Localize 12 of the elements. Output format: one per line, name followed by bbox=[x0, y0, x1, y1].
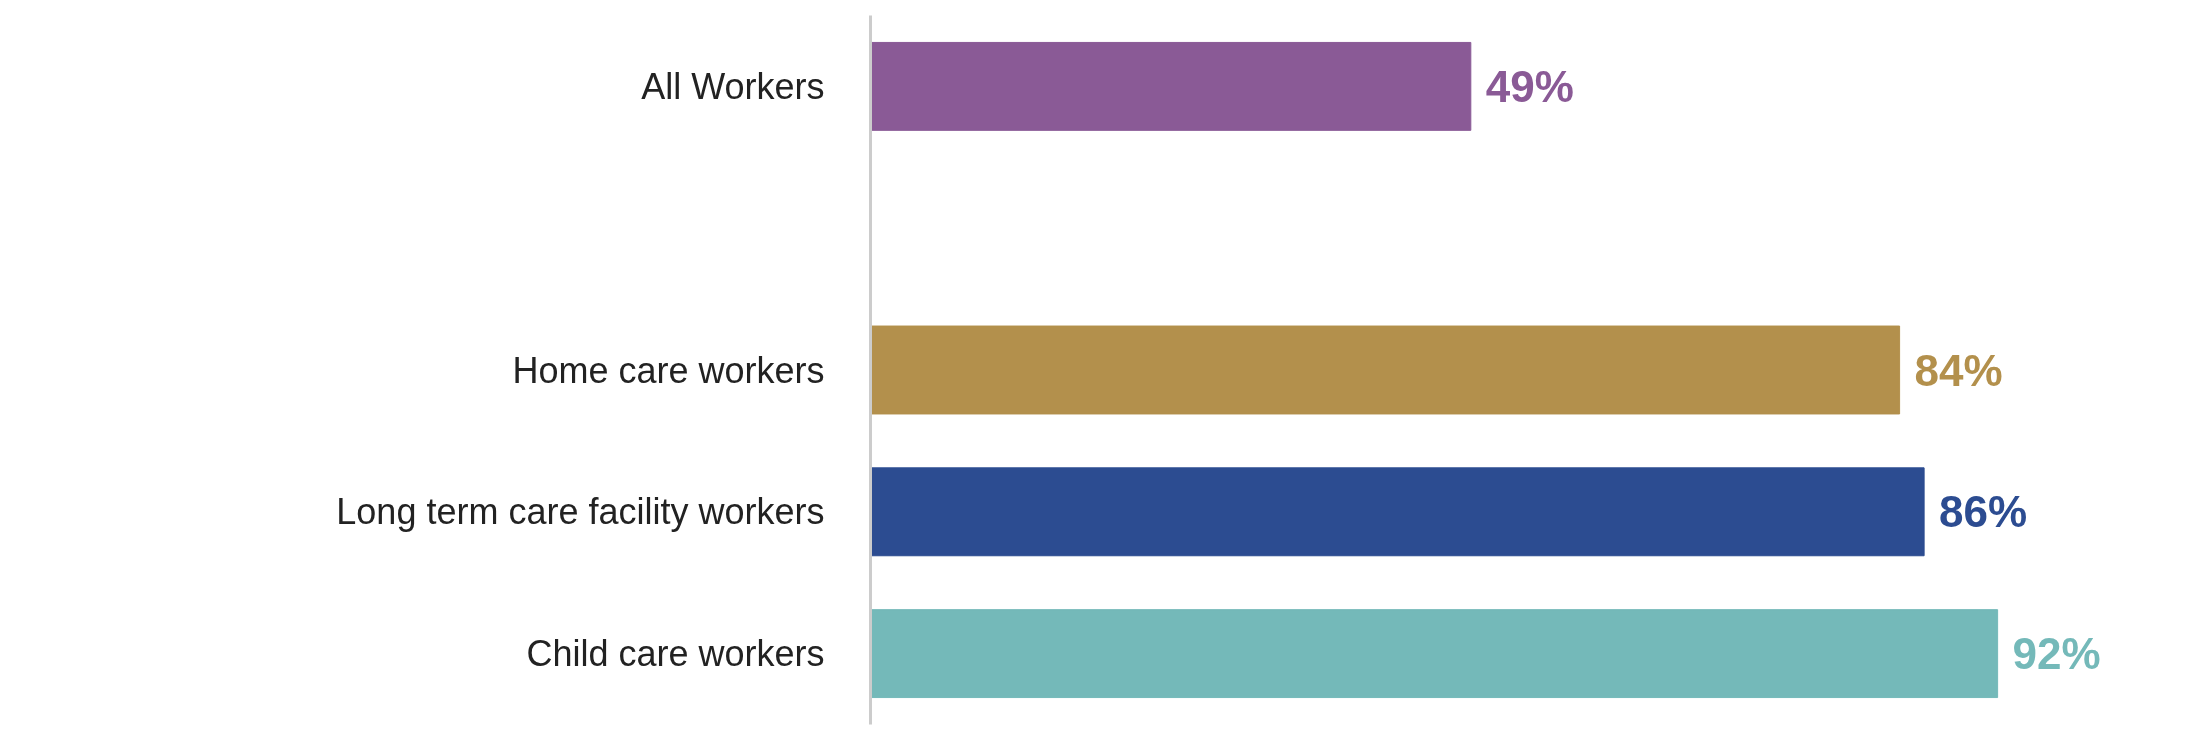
data-label: 84% bbox=[1914, 345, 2003, 395]
bar bbox=[870, 41, 1472, 131]
y-tick-label: All Workers bbox=[641, 65, 825, 107]
bar bbox=[870, 325, 1901, 415]
data-label: 92% bbox=[2012, 629, 2101, 679]
y-tick-label: Long term care facility workers bbox=[336, 491, 825, 533]
bar bbox=[870, 609, 1999, 699]
data-label: 49% bbox=[1485, 61, 1574, 111]
y-tick-label: Home care workers bbox=[512, 349, 825, 391]
y-tick-label: Child care workers bbox=[526, 633, 825, 675]
bar bbox=[870, 467, 1925, 557]
data-label: 86% bbox=[1939, 487, 2028, 537]
